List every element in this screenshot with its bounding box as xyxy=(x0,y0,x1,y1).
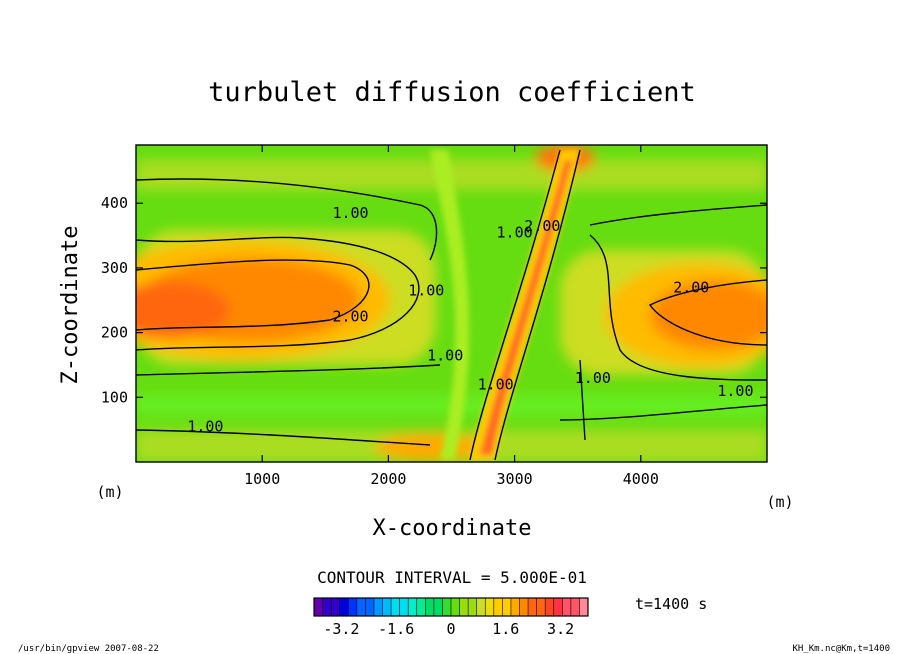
colorbar-swatch xyxy=(562,598,572,616)
y-axis: 100 200 300 400 xyxy=(101,194,767,406)
plot-frame xyxy=(135,144,768,463)
contour-label-layer: 1.002.001.001.001.001.002.001.00 1.002.00… xyxy=(187,204,753,435)
contour-label: 1.00 xyxy=(332,204,368,222)
colorbar-swatch xyxy=(339,598,349,616)
contour-label: 2.00 xyxy=(524,217,560,235)
colorbar-swatch xyxy=(314,598,323,616)
footer-left: /usr/bin/gpview 2007-08-22 xyxy=(18,644,159,654)
colorbar-swatch xyxy=(331,598,341,616)
colorbar-frame xyxy=(313,597,589,617)
colorbar-swatch xyxy=(579,598,589,616)
x-tick-label: 3000 xyxy=(497,470,533,488)
colorbar-swatch xyxy=(348,598,358,616)
contour-label: 1.00 xyxy=(717,382,753,400)
x-tick-label: 1000 xyxy=(244,470,280,488)
colorbar-tick-label: 1.6 xyxy=(492,620,519,638)
x-unit-label: (m) xyxy=(96,483,123,501)
contour-lines xyxy=(136,149,767,461)
contour-label: 2.00 xyxy=(332,307,368,325)
colorbar-swatch xyxy=(493,598,503,616)
contour-label: 1.00 xyxy=(187,417,223,435)
colorbar-swatch xyxy=(433,598,443,616)
colorbar-swatch xyxy=(502,598,512,616)
field-shading xyxy=(136,145,767,462)
contour-label: 2.00 xyxy=(673,278,709,296)
colorbar-swatch xyxy=(570,598,580,616)
chart-title: turbulet diffusion coefficient xyxy=(208,77,696,108)
colorbar-swatch xyxy=(545,598,555,616)
contour-label: 1.00 xyxy=(427,346,463,364)
colorbar: -3.2 -1.6 0 1.6 3.2 xyxy=(313,597,589,638)
plot-area xyxy=(136,145,767,462)
y-tick-label: 200 xyxy=(101,324,128,342)
y-tick-label: 400 xyxy=(101,194,128,212)
x-axis-label: X-coordinate xyxy=(373,516,532,541)
contour-label: 1.00 xyxy=(575,369,611,387)
colorbar-swatch xyxy=(451,598,460,616)
colorbar-swatch xyxy=(536,598,546,616)
contour-label: 1.00 xyxy=(497,223,533,241)
colorbar-swatch xyxy=(459,598,469,616)
colorbar-tick-label: -1.6 xyxy=(378,620,414,638)
colorbar-swatch xyxy=(425,598,435,616)
colorbar-swatch xyxy=(553,598,563,616)
x-axis: 1000 2000 3000 4000 xyxy=(244,145,659,488)
colorbar-tick-label: 3.2 xyxy=(547,620,574,638)
colorbar-swatch xyxy=(528,598,538,616)
x-tick-label: 4000 xyxy=(623,470,659,488)
colorbar-swatch xyxy=(382,598,392,616)
colorbar-swatch xyxy=(391,598,401,616)
colorbar-tick-label: -3.2 xyxy=(323,620,359,638)
colorbar-swatch xyxy=(399,598,409,616)
footer-right: KH_Km.nc@Km,t=1400 xyxy=(792,644,890,654)
colorbar-tick-label: 0 xyxy=(446,620,455,638)
y-tick-label: 300 xyxy=(101,259,128,277)
colorbar-swatch xyxy=(442,598,452,616)
colorbar-swatch xyxy=(408,598,418,616)
y-axis-label: Z-coordinate xyxy=(58,226,83,385)
colorbar-swatch xyxy=(485,598,495,616)
colorbar-swatch xyxy=(476,598,486,616)
colorbar-swatch xyxy=(322,598,332,616)
contour-label: 1.00 xyxy=(408,282,444,300)
y-unit-label: (m) xyxy=(766,493,793,511)
x-tick-label: 2000 xyxy=(370,470,406,488)
colorbar-swatch xyxy=(510,598,520,616)
colorbar-swatch xyxy=(416,598,426,616)
time-label: t=1400 s xyxy=(635,595,707,613)
y-tick-label: 100 xyxy=(101,388,128,406)
contour-interval-text: CONTOUR INTERVAL = 5.000E-01 xyxy=(317,568,587,587)
colorbar-swatch xyxy=(365,598,375,616)
colorbar-swatch xyxy=(356,598,366,616)
colorbar-swatch xyxy=(373,598,383,616)
colorbar-swatch xyxy=(519,598,529,616)
shear-layer-band xyxy=(430,150,580,460)
colorbar-swatch xyxy=(468,598,478,616)
contour-label: 1.00 xyxy=(478,375,514,393)
